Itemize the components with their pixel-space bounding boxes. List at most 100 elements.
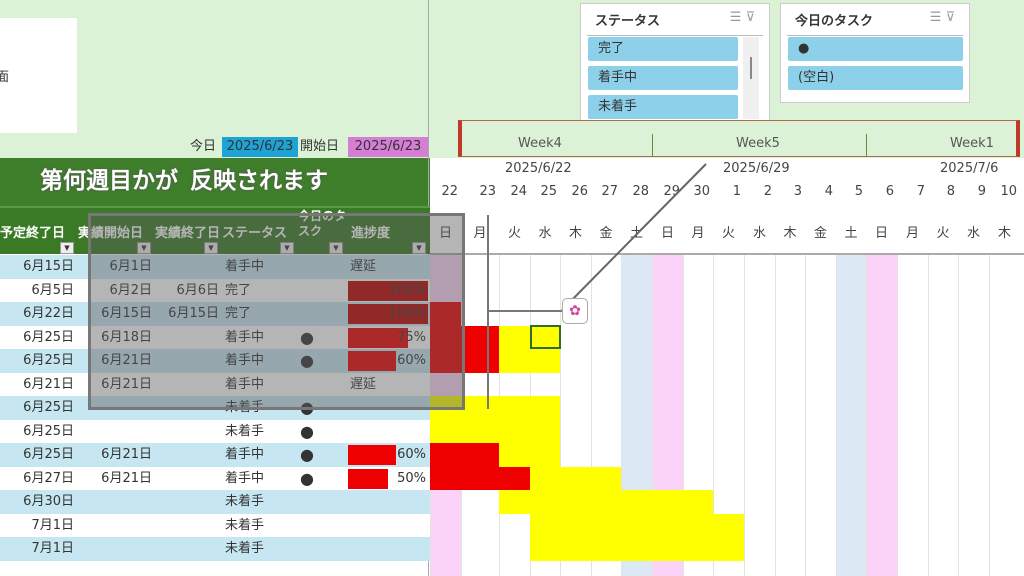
progress-cell[interactable]: 遅延 bbox=[350, 376, 377, 392]
table-row[interactable]: 6月25日 6月21日 着手中 ● 60% bbox=[0, 349, 1024, 373]
plan-end-cell[interactable]: 6月25日 bbox=[23, 329, 74, 345]
start-date-cell[interactable]: 2025/6/23 bbox=[348, 137, 428, 157]
actual-start-cell[interactable] bbox=[78, 537, 152, 561]
actual-start-cell[interactable] bbox=[78, 514, 152, 538]
weekday-label: 金 bbox=[599, 226, 613, 241]
today-task-slicer[interactable]: 今日のタスク ☰ ⊽ ● (空白) bbox=[780, 3, 970, 103]
multiselect-and-clear-filter-icons[interactable]: ☰ ⊽ bbox=[729, 10, 755, 25]
filter-dropdown-icon[interactable]: ▼ bbox=[137, 242, 151, 254]
progress-cell[interactable] bbox=[350, 537, 426, 561]
progress-cell[interactable]: 100% bbox=[388, 306, 426, 321]
filter-dropdown-icon[interactable]: ▼ bbox=[329, 242, 343, 254]
weekday-label: 火 bbox=[721, 226, 735, 241]
actual-end-cell[interactable] bbox=[155, 514, 219, 538]
today-task-cell[interactable]: ● bbox=[300, 351, 314, 370]
plan-end-cell[interactable]: 6月25日 bbox=[23, 400, 74, 415]
plan-end-cell[interactable]: 6月21日 bbox=[23, 376, 74, 392]
progress-cell[interactable] bbox=[350, 420, 426, 444]
slicer-scrollbar[interactable] bbox=[743, 37, 759, 119]
filter-dropdown-icon[interactable]: ▼ bbox=[204, 242, 218, 254]
plan-end-cell[interactable]: 6月25日 bbox=[23, 423, 74, 439]
plan-end-cell[interactable]: 6月25日 bbox=[23, 353, 74, 368]
table-row[interactable]: 7月1日 未着手 bbox=[0, 537, 1024, 561]
actual-end-cell[interactable] bbox=[155, 420, 219, 444]
status-cell[interactable]: 着手中 bbox=[225, 259, 265, 274]
progress-cell[interactable]: 100% bbox=[388, 282, 426, 298]
actual-start-cell[interactable] bbox=[78, 490, 152, 514]
plan-end-cell[interactable]: 6月22日 bbox=[23, 306, 74, 321]
status-cell[interactable]: 未着手 bbox=[225, 423, 265, 439]
status-cell[interactable]: 着手中 bbox=[225, 329, 265, 345]
actual-start-cell[interactable]: 6月2日 bbox=[109, 282, 152, 298]
status-cell[interactable]: 着手中 bbox=[225, 470, 265, 486]
table-row[interactable]: 6月22日 6月15日 6月15日 完了 100% bbox=[0, 302, 1024, 326]
multiselect-and-clear-filter-icons[interactable]: ☰ ⊽ bbox=[929, 10, 955, 25]
actual-start-cell[interactable]: 6月1日 bbox=[109, 259, 152, 274]
progress-cell[interactable] bbox=[350, 514, 426, 538]
slicer-item-in-progress[interactable]: 着手中 bbox=[588, 66, 738, 90]
progress-cell[interactable]: 60% bbox=[397, 353, 426, 368]
progress-cell[interactable]: 遅延 bbox=[350, 259, 377, 274]
slicer-item-not-started[interactable]: 未着手 bbox=[588, 95, 738, 119]
slicer-item-dot[interactable]: ● bbox=[788, 37, 963, 61]
filter-dropdown-icon[interactable]: ▼ bbox=[60, 242, 74, 254]
table-row[interactable]: 6月15日 6月1日 着手中 遅延 bbox=[0, 255, 1024, 279]
table-row[interactable]: 6月30日 未着手 bbox=[0, 490, 1024, 514]
column-header-label: 実績終了日 bbox=[155, 226, 221, 241]
actual-start-cell[interactable]: 6月21日 bbox=[101, 470, 152, 486]
actual-start-cell[interactable]: 6月21日 bbox=[101, 376, 152, 392]
slicer-item-done[interactable]: 完了 bbox=[588, 37, 738, 61]
actual-start-cell[interactable]: 6月15日 bbox=[101, 306, 152, 321]
status-cell[interactable]: 着手中 bbox=[225, 353, 265, 368]
filter-dropdown-icon[interactable]: ▼ bbox=[280, 242, 294, 254]
grid-line bbox=[775, 255, 776, 576]
actual-end-cell[interactable]: 6月15日 bbox=[168, 306, 219, 321]
plan-end-cell[interactable]: 6月5日 bbox=[31, 282, 74, 298]
table-row[interactable]: 6月25日 6月18日 着手中 ● 75% bbox=[0, 325, 1024, 349]
slicer-item-blank[interactable]: (空白) bbox=[788, 66, 963, 90]
plan-end-cell[interactable]: 6月27日 bbox=[23, 470, 74, 486]
progress-cell[interactable]: 75% bbox=[397, 329, 426, 345]
actual-end-cell[interactable]: 6月6日 bbox=[176, 282, 219, 298]
status-cell[interactable]: 未着手 bbox=[225, 494, 265, 509]
weekday-label: 日 bbox=[874, 226, 888, 241]
plan-end-cell[interactable]: 6月15日 bbox=[23, 259, 74, 274]
weekday-label: 火 bbox=[507, 226, 521, 241]
actual-end-cell[interactable] bbox=[155, 537, 219, 561]
copilot-icon[interactable]: ✿ bbox=[562, 298, 588, 324]
table-row[interactable]: 6月5日 6月2日 6月6日 完了 100% bbox=[0, 278, 1024, 302]
status-cell[interactable]: 未着手 bbox=[225, 541, 265, 556]
status-cell[interactable]: 完了 bbox=[225, 282, 252, 298]
actual-start-cell[interactable] bbox=[78, 420, 152, 444]
table-row[interactable]: 6月21日 6月21日 着手中 遅延 bbox=[0, 372, 1024, 396]
actual-end-cell[interactable] bbox=[155, 467, 219, 491]
progress-cell[interactable] bbox=[350, 490, 426, 514]
actual-start-cell[interactable]: 6月21日 bbox=[101, 353, 152, 368]
status-cell[interactable]: 着手中 bbox=[225, 447, 265, 462]
selected-cell[interactable] bbox=[530, 325, 561, 349]
actual-end-cell[interactable] bbox=[155, 490, 219, 514]
status-cell[interactable]: 着手中 bbox=[225, 376, 265, 392]
actual-start-cell[interactable]: 6月21日 bbox=[101, 447, 152, 462]
plan-end-cell[interactable]: 6月30日 bbox=[23, 494, 74, 509]
today-task-cell[interactable]: ● bbox=[300, 327, 314, 347]
actual-end-cell[interactable] bbox=[155, 443, 219, 467]
table-row[interactable]: 6月25日 6月21日 着手中 ● 60% bbox=[0, 443, 1024, 467]
status-slicer[interactable]: ステータス ☰ ⊽ 完了 着手中 未着手 bbox=[580, 3, 770, 126]
today-task-cell[interactable]: ● bbox=[300, 421, 314, 441]
status-cell[interactable]: 完了 bbox=[225, 306, 252, 321]
today-task-cell[interactable]: ● bbox=[300, 468, 314, 488]
plan-end-cell[interactable]: 7月1日 bbox=[31, 517, 74, 533]
table-row[interactable]: 7月1日 未着手 bbox=[0, 513, 1024, 538]
table-row[interactable]: 6月25日 未着手 ● bbox=[0, 419, 1024, 444]
progress-cell[interactable]: 50% bbox=[397, 470, 426, 486]
status-cell[interactable]: 未着手 bbox=[225, 517, 265, 533]
today-task-cell[interactable]: ● bbox=[300, 445, 314, 464]
today-value-cell[interactable]: 2025/6/23 bbox=[222, 137, 298, 157]
filter-dropdown-icon[interactable]: ▼ bbox=[412, 242, 426, 254]
table-row[interactable]: 6月27日 6月21日 着手中 ● 50% bbox=[0, 466, 1024, 491]
actual-start-cell[interactable]: 6月18日 bbox=[101, 329, 152, 345]
progress-cell[interactable]: 60% bbox=[397, 447, 426, 462]
plan-end-cell[interactable]: 6月25日 bbox=[23, 447, 74, 462]
plan-end-cell[interactable]: 7月1日 bbox=[31, 541, 74, 556]
